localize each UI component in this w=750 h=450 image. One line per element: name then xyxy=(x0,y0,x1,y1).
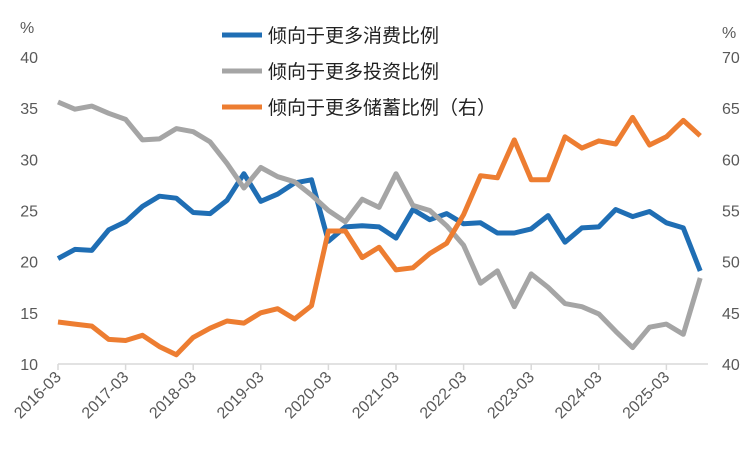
left-y-tick-label: 40 xyxy=(20,50,38,67)
x-tick-label: 2023-03 xyxy=(484,369,538,423)
left-y-tick-label: 15 xyxy=(20,306,38,323)
x-tick-label: 2021-03 xyxy=(349,369,403,423)
x-tick-label: 2018-03 xyxy=(146,369,200,423)
x-tick-label: 2020-03 xyxy=(282,369,336,423)
x-axis: 2016-03 2017-03 2018-03 2019-03 2020-03 2021-… xyxy=(11,364,673,422)
right-y-tick-label: 50 xyxy=(722,255,740,272)
right-axis-unit: % xyxy=(722,25,736,42)
left-y-tick-label: 25 xyxy=(20,204,38,221)
legend-label: 倾向于更多储蓄比例（右） xyxy=(268,97,496,119)
legend-label: 倾向于更多投资比例 xyxy=(268,61,439,83)
x-tick-label: 2019-03 xyxy=(214,369,268,423)
left-axis-unit: % xyxy=(20,20,34,37)
right-y-tick-label: 60 xyxy=(722,152,740,169)
left-y-tick-label: 10 xyxy=(20,357,38,374)
x-tick-label: 2016-03 xyxy=(11,369,65,423)
series-lines xyxy=(56,99,703,358)
right-y-axis: 40 45 50 55 60 65 70 xyxy=(722,50,740,374)
right-y-tick-label: 45 xyxy=(722,306,740,323)
x-tick-label: 2024-03 xyxy=(552,369,606,423)
right-y-tick-label: 55 xyxy=(722,204,740,221)
left-y-tick-label: 35 xyxy=(20,101,38,118)
series-line-0 xyxy=(56,171,703,272)
right-y-tick-label: 70 xyxy=(722,50,740,67)
left-y-tick-label: 20 xyxy=(20,255,38,272)
x-tick-label: 2025-03 xyxy=(620,369,674,423)
left-y-tick-label: 30 xyxy=(20,152,38,169)
right-y-tick-label: 40 xyxy=(722,357,740,374)
left-y-axis: 10 15 20 25 30 35 40 xyxy=(20,50,38,374)
x-tick-label: 2022-03 xyxy=(417,369,471,423)
legend-label: 倾向于更多消费比例 xyxy=(268,25,439,47)
x-tick-label: 2017-03 xyxy=(79,369,133,423)
right-y-tick-label: 65 xyxy=(722,101,740,118)
